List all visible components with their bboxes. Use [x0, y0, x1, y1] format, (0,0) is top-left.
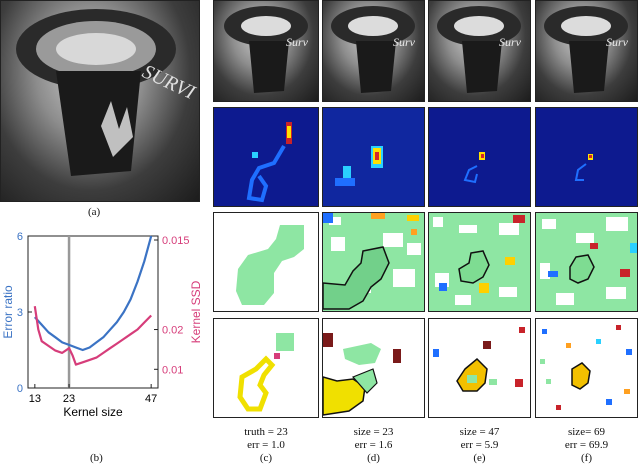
- y-right-tick-label: 0.02: [162, 325, 183, 337]
- x-axis-label: Kernel size: [63, 405, 123, 419]
- y-left-tick-label: 0: [17, 383, 23, 395]
- photo-c: Surv: [213, 0, 319, 102]
- caption-f-line2: err = 69.9: [564, 439, 609, 451]
- photo-a-graphic: SURVI: [16, 9, 200, 176]
- label-b: (b): [90, 452, 103, 464]
- caption-e-line2: err = 5.9: [460, 439, 499, 451]
- segmentation-d: [322, 212, 425, 312]
- photo-a-graffiti: SURVI: [139, 61, 200, 105]
- y-left-tick-label: 3: [17, 307, 23, 319]
- x-tick-label: 47: [145, 393, 157, 405]
- y-left-axis-label: Error ratio: [1, 285, 15, 339]
- overlay-c: [213, 318, 319, 418]
- overlay-e-graphic: [433, 327, 525, 392]
- caption-f-line1: size= 69: [567, 426, 606, 438]
- overlay-c-graphic: [237, 333, 294, 412]
- chart-series: [33, 235, 153, 366]
- segmentation-f: [535, 212, 638, 312]
- segmentation-c-graphic: [236, 225, 304, 305]
- heatmap-d: [322, 107, 425, 207]
- label-a: (a): [88, 206, 101, 218]
- overlay-d: [322, 318, 425, 418]
- kernel-ssd-series-line: [33, 306, 152, 366]
- plot-frame: [27, 235, 159, 389]
- photo-f: Surv: [535, 0, 638, 102]
- y-right-tick-label: 0.015: [162, 235, 190, 247]
- photo-f-graffiti: Surv: [606, 35, 629, 49]
- overlay-f: [535, 318, 638, 418]
- chart-axes: [27, 235, 159, 389]
- caption-d-line1: size = 23: [353, 426, 394, 438]
- error-ratio-series-line: [33, 235, 153, 352]
- caption-d-line2: err = 1.6: [354, 439, 393, 451]
- segmentation-e: [428, 212, 531, 312]
- label-f: (f): [581, 452, 592, 464]
- y-right-tick-label: 0.01: [162, 364, 183, 376]
- y-right-axis-label: Kernel SSD: [189, 280, 203, 343]
- segmentation-f-graphic: [536, 213, 637, 311]
- heatmap-d-graphic: [323, 108, 424, 206]
- label-d: (d): [367, 452, 380, 464]
- photo-e-graphic: Surv: [437, 6, 522, 93]
- kernel-size-chart: 13 23 47 0 3 6 0.01 0.015 0.02 Kernel size Error r…: [1, 231, 203, 419]
- label-c: (c): [259, 452, 273, 464]
- segmentation-e-graphic: [429, 213, 530, 311]
- overlay-e: [428, 318, 531, 418]
- heatmap-f: [535, 107, 638, 207]
- chart-ticks: 13 23 47 0 3 6 0.01 0.015 0.02 Kernel size Error r…: [1, 231, 203, 419]
- photo-c-graffiti: Surv: [286, 35, 309, 49]
- photo-d-graphic: Surv: [331, 6, 416, 93]
- overlay-f-graphic: [540, 325, 632, 410]
- y-left-tick-label: 6: [17, 231, 23, 243]
- photo-d: Surv: [322, 0, 425, 102]
- photo-e: Surv: [428, 0, 531, 102]
- heatmap-f-graphic: [574, 154, 593, 181]
- caption-c-line2: err = 1.0: [247, 439, 285, 451]
- photo-e-graffiti: Surv: [499, 35, 522, 49]
- heatmap-e: [428, 107, 531, 207]
- heatmap-c: [213, 107, 319, 207]
- overlay-d-graphic: [323, 333, 401, 416]
- heatmap-c-graphic: [246, 122, 292, 203]
- photo-c-graphic: Surv: [224, 6, 309, 93]
- label-e: (e): [473, 452, 486, 464]
- x-tick-label: 13: [29, 393, 41, 405]
- segmentation-d-graphic: [323, 213, 424, 311]
- x-tick-label: 23: [63, 393, 75, 405]
- caption-c-line1: truth = 23: [244, 426, 288, 438]
- segmentation-c: [213, 212, 319, 312]
- caption-e-line1: size = 47: [459, 426, 500, 438]
- heatmap-e-graphic: [463, 152, 485, 184]
- photo-d-graffiti: Surv: [393, 35, 416, 49]
- photo-f-graphic: Surv: [544, 6, 629, 93]
- photo-a: SURVI: [0, 0, 200, 202]
